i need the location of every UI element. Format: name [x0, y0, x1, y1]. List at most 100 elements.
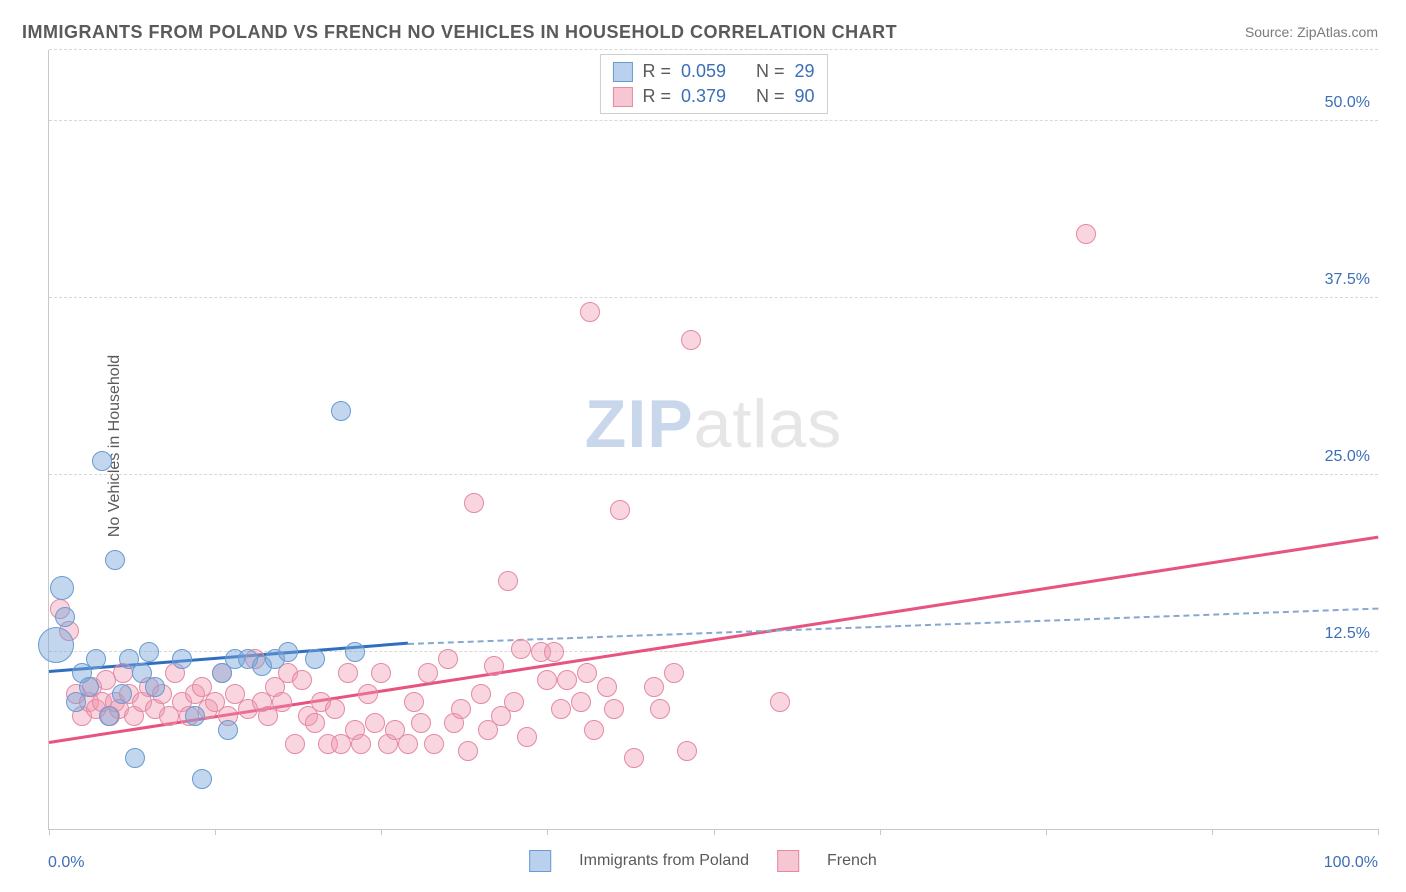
- stat-r-value: 0.059: [681, 61, 726, 82]
- data-point-french: [272, 692, 292, 712]
- source-label: Source: ZipAtlas.com: [1245, 24, 1378, 40]
- data-point-french: [464, 493, 484, 513]
- watermark-atlas: atlas: [694, 386, 843, 462]
- legend-label-poland: Immigrants from Poland: [579, 852, 749, 870]
- data-point-french: [610, 500, 630, 520]
- data-point-french: [338, 663, 358, 683]
- data-point-poland: [105, 550, 125, 570]
- data-point-french: [557, 670, 577, 690]
- data-point-french: [681, 330, 701, 350]
- y-tick-label: 25.0%: [1325, 448, 1370, 466]
- data-point-poland: [125, 748, 145, 768]
- data-point-french: [580, 302, 600, 322]
- data-point-french: [584, 720, 604, 740]
- data-point-french: [544, 642, 564, 662]
- gridline: [49, 297, 1378, 298]
- stat-row-pink: R = 0.379 N = 90: [612, 84, 814, 109]
- data-point-poland: [112, 684, 132, 704]
- data-point-french: [597, 677, 617, 697]
- data-point-french: [404, 692, 424, 712]
- data-point-french: [604, 699, 624, 719]
- data-point-poland: [79, 677, 99, 697]
- data-point-french: [677, 741, 697, 761]
- data-point-french: [351, 734, 371, 754]
- data-point-french: [1076, 224, 1096, 244]
- data-point-poland: [278, 642, 298, 662]
- data-point-french: [424, 734, 444, 754]
- data-point-poland: [139, 642, 159, 662]
- data-point-poland: [192, 769, 212, 789]
- data-point-french: [511, 639, 531, 659]
- x-tick-mark: [1046, 829, 1047, 835]
- x-tick-right: 100.0%: [1324, 854, 1378, 872]
- data-point-poland: [86, 649, 106, 669]
- x-tick-mark: [880, 829, 881, 835]
- bottom-legend: Immigrants from Poland French: [529, 850, 877, 872]
- data-point-french: [438, 649, 458, 669]
- data-point-poland: [55, 607, 75, 627]
- watermark-zip: ZIP: [585, 386, 694, 462]
- stat-r-label: R =: [642, 61, 671, 82]
- data-point-french: [504, 692, 524, 712]
- data-point-french: [498, 571, 518, 591]
- data-point-poland: [185, 706, 205, 726]
- legend-swatch-poland: [529, 850, 551, 872]
- data-point-french: [305, 713, 325, 733]
- data-point-french: [325, 699, 345, 719]
- data-point-french: [664, 663, 684, 683]
- stat-r-value: 0.379: [681, 86, 726, 107]
- stat-r-label: R =: [642, 86, 671, 107]
- data-point-french: [551, 699, 571, 719]
- x-tick-mark: [547, 829, 548, 835]
- plot-area: ZIPatlas R = 0.059 N = 29 R = 0.379 N = …: [48, 50, 1378, 830]
- data-point-poland: [218, 720, 238, 740]
- data-point-poland: [331, 401, 351, 421]
- stat-swatch-pink: [612, 87, 632, 107]
- data-point-french: [624, 748, 644, 768]
- data-point-french: [770, 692, 790, 712]
- x-tick-mark: [1212, 829, 1213, 835]
- data-point-french: [650, 699, 670, 719]
- data-point-poland: [345, 642, 365, 662]
- data-point-poland: [145, 677, 165, 697]
- data-point-poland: [99, 706, 119, 726]
- stat-n-label: N =: [756, 86, 785, 107]
- x-tick-mark: [714, 829, 715, 835]
- data-point-french: [471, 684, 491, 704]
- data-point-poland: [92, 451, 112, 471]
- data-point-french: [365, 713, 385, 733]
- stat-n-value: 90: [795, 86, 815, 107]
- data-point-french: [285, 734, 305, 754]
- stat-n-value: 29: [795, 61, 815, 82]
- data-point-french: [398, 734, 418, 754]
- data-point-poland: [38, 627, 74, 663]
- data-point-french: [371, 663, 391, 683]
- data-point-poland: [305, 649, 325, 669]
- x-tick-mark: [215, 829, 216, 835]
- data-point-french: [358, 684, 378, 704]
- x-tick-mark: [381, 829, 382, 835]
- stat-n-label: N =: [756, 61, 785, 82]
- data-point-poland: [172, 649, 192, 669]
- stat-box: R = 0.059 N = 29 R = 0.379 N = 90: [599, 54, 827, 114]
- stat-swatch-blue: [612, 62, 632, 82]
- data-point-french: [411, 713, 431, 733]
- data-point-french: [458, 741, 478, 761]
- data-point-french: [418, 663, 438, 683]
- gridline: [49, 120, 1378, 121]
- data-point-french: [292, 670, 312, 690]
- chart-title: IMMIGRANTS FROM POLAND VS FRENCH NO VEHI…: [22, 22, 897, 43]
- legend-swatch-french: [777, 850, 799, 872]
- data-point-poland: [50, 576, 74, 600]
- gridline: [49, 474, 1378, 475]
- legend-label-french: French: [827, 852, 877, 870]
- data-point-french: [577, 663, 597, 683]
- y-tick-label: 50.0%: [1325, 94, 1370, 112]
- y-tick-label: 37.5%: [1325, 271, 1370, 289]
- chart-container: IMMIGRANTS FROM POLAND VS FRENCH NO VEHI…: [0, 0, 1406, 892]
- x-tick-left: 0.0%: [48, 854, 84, 872]
- data-point-french: [537, 670, 557, 690]
- gridline: [49, 49, 1378, 50]
- stat-row-blue: R = 0.059 N = 29: [612, 59, 814, 84]
- x-tick-mark: [49, 829, 50, 835]
